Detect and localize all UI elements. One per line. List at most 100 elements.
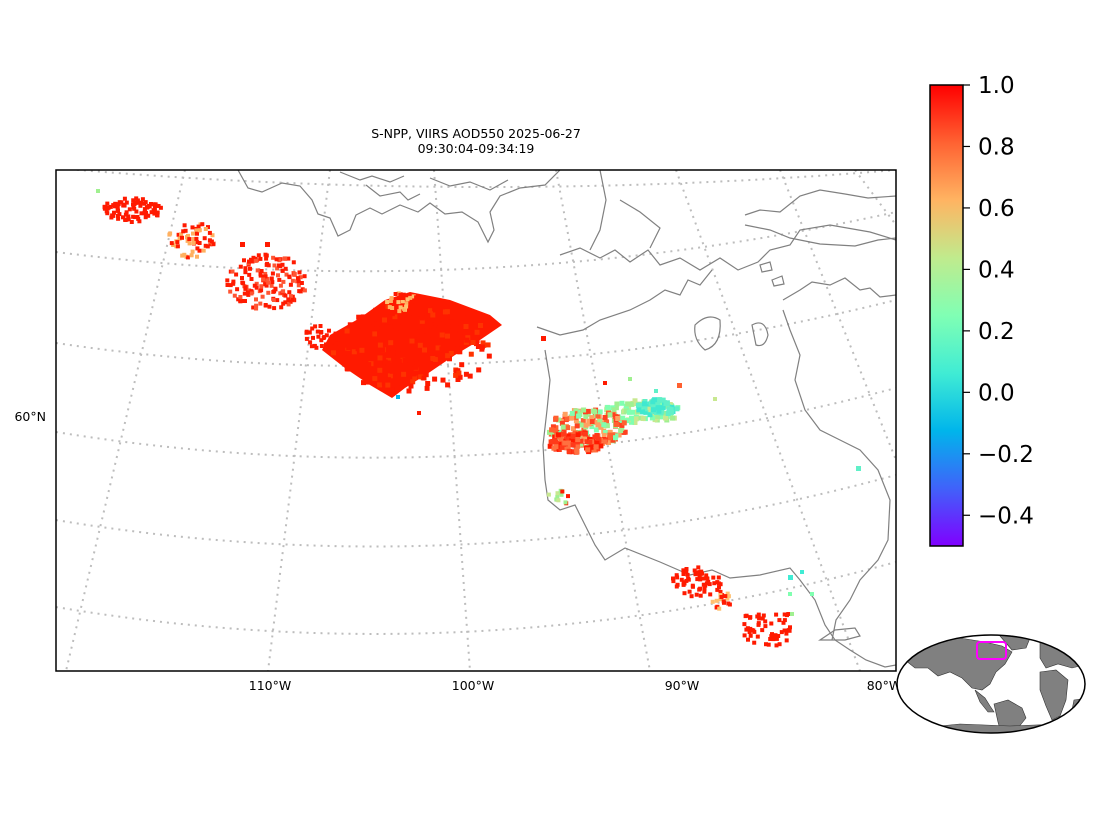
aod-pixel — [187, 237, 192, 242]
aod-pixel — [679, 577, 684, 582]
graticule — [56, 170, 896, 671]
aod-pixel — [401, 312, 407, 318]
map-background — [56, 170, 896, 671]
aod-pixel — [309, 344, 314, 349]
aod-pixel — [638, 402, 644, 408]
aod-pixel — [249, 257, 253, 262]
aod-pixel — [631, 409, 637, 415]
aod-pixel — [390, 345, 395, 351]
aod-pixel — [282, 256, 287, 261]
aod-pixel — [787, 627, 792, 632]
aod-pixel — [763, 619, 768, 624]
coastlines — [237, 170, 896, 668]
aod-pixel — [231, 279, 236, 284]
aod-pixel — [398, 292, 403, 297]
aod-pixel — [645, 401, 651, 407]
aod-pixel — [155, 213, 160, 218]
aod-pixel — [856, 466, 861, 471]
aod-pixel — [436, 316, 442, 322]
aod-pixel — [395, 346, 401, 352]
aod-pixel — [448, 314, 454, 320]
aod-pixel — [632, 398, 638, 404]
aod-pixel — [393, 323, 399, 329]
aod-pixel — [205, 244, 210, 249]
aod-pixel — [190, 249, 195, 254]
parallel-line — [67, 170, 896, 188]
aod-pixel — [422, 347, 427, 353]
aod-plume-core — [322, 292, 502, 398]
aod-pixel — [750, 628, 754, 633]
aod-pixel — [126, 217, 131, 222]
aod-pixel — [290, 297, 295, 302]
aod-pixel — [355, 346, 361, 352]
aod-pixel — [596, 436, 601, 442]
aod-pixel — [613, 422, 619, 427]
aod-pixel — [234, 272, 239, 277]
aod-pixel — [373, 307, 379, 313]
aod-pixel — [756, 622, 761, 627]
aod-pixel — [619, 400, 625, 406]
aod-pixel — [292, 272, 297, 277]
lon-label-90w: 90°W — [665, 678, 700, 693]
aod-pixel — [115, 205, 120, 210]
aod-pixel — [424, 328, 430, 334]
aod-pixel — [254, 306, 259, 311]
colorbar-tick-label: −0.4 — [978, 503, 1034, 529]
aod-pixel — [298, 275, 303, 280]
aod-pixel — [790, 612, 794, 616]
aod-pixel — [605, 404, 611, 410]
aod-pixel — [313, 324, 318, 329]
aod-pixel — [459, 334, 465, 340]
aod-pixel — [324, 342, 328, 347]
aod-pixel — [273, 287, 278, 292]
aod-pixel — [424, 385, 430, 391]
aod-pixel — [699, 569, 704, 574]
aod-pixel — [597, 419, 603, 424]
aod-pixel — [641, 401, 647, 407]
aod-pixel — [424, 313, 430, 319]
aod-pixel — [705, 576, 710, 581]
aod-pixel — [459, 362, 465, 368]
aod-pixel — [127, 207, 132, 212]
aod-pixel — [572, 411, 578, 417]
aod-pixel — [245, 290, 250, 295]
aod-pixel — [581, 407, 587, 413]
aod-pixel — [744, 627, 749, 632]
aod-pixel — [781, 620, 786, 625]
aod-pixel — [124, 210, 129, 215]
aod-pixel — [589, 424, 595, 430]
aod-pixel — [583, 414, 589, 419]
aod-pixel — [296, 283, 301, 288]
aod-pixel — [466, 330, 472, 336]
aod-pixel — [288, 294, 293, 299]
aod-pixel — [430, 356, 436, 361]
aod-pixel — [774, 612, 779, 617]
aod-pixel — [486, 353, 492, 359]
aod-pixel — [578, 438, 584, 444]
aod-pixel — [123, 217, 128, 222]
aod-pixel — [191, 237, 196, 241]
aod-pixel — [333, 341, 338, 346]
aod-pixel — [782, 618, 787, 623]
aod-pixel — [356, 367, 361, 373]
aod-pixel — [299, 281, 304, 285]
aod-pixel — [622, 429, 628, 435]
aod-pixel — [589, 415, 595, 421]
aod-pixel — [559, 418, 565, 423]
aod-pixel — [176, 232, 181, 237]
aod-pixel — [711, 575, 716, 580]
aod-pixel — [394, 385, 400, 391]
aod-pixel — [631, 401, 637, 406]
aod-pixel — [561, 428, 567, 434]
aod-pixel — [377, 355, 383, 361]
aod-pixel — [283, 300, 288, 305]
aod-pixel — [432, 357, 438, 362]
aod-pixel — [377, 382, 383, 388]
aod-pixel — [447, 356, 452, 362]
aod-pixel — [580, 418, 586, 424]
aod-pixel — [607, 432, 613, 438]
aod-pixel — [439, 346, 445, 352]
aod-pixel — [398, 305, 403, 310]
aod-pixel — [195, 231, 199, 236]
aod-pixel — [702, 589, 707, 594]
